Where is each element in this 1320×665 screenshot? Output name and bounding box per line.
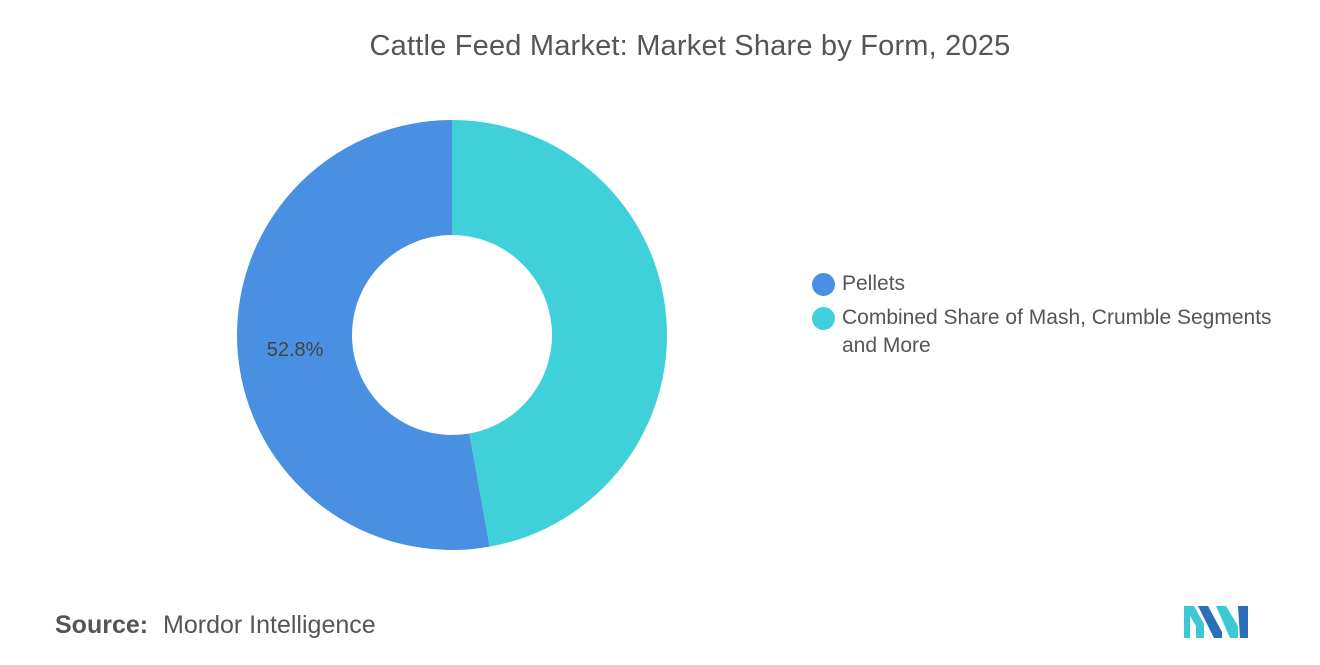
legend-item: Combined Share of Mash, Crumble Segments… [812,304,1312,360]
legend-label: Pellets [842,272,906,295]
source-label: Source: [55,611,149,639]
legend-swatch-icon [812,307,835,330]
slice-labels: 52.8% [267,339,324,361]
donut-slices [236,120,667,550]
donut-slice-pellets [236,120,490,550]
chart-legend: Pellets Combined Share of Mash, Crumble S… [812,270,1312,366]
donut-slice-combined-share-of-mash-crumble-segments-and-more [452,120,667,547]
source-value: Mordor Intelligence [163,611,376,639]
source-line: Source: Mordor Intelligence [55,611,376,640]
slice-data-label: 52.8% [267,339,324,361]
legend-label: Combined Share of Mash, Crumble Segments… [842,306,1272,357]
mordor-intelligence-logo-icon [1184,606,1248,638]
chart-title: Cattle Feed Market: Market Share by Form… [369,30,1011,62]
legend-swatch-icon [812,273,835,296]
legend-item: Pellets [812,270,1312,298]
